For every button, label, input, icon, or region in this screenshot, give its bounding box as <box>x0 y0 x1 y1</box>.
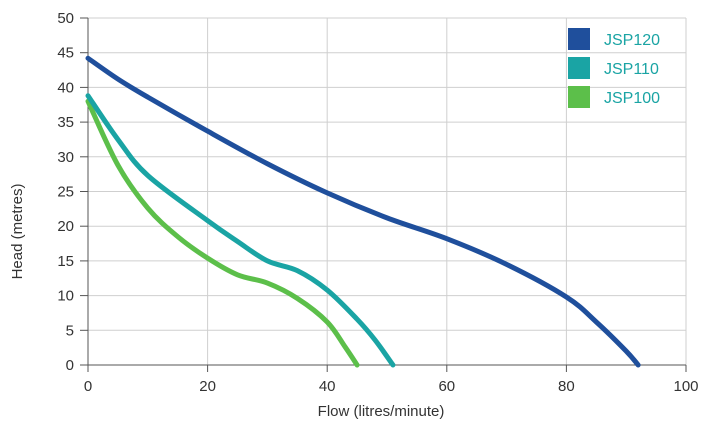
x-tick-label: 60 <box>438 378 455 395</box>
legend-swatch-jsp120 <box>568 28 590 50</box>
x-tick-label: 40 <box>319 378 336 395</box>
y-tick-label: 20 <box>57 218 74 235</box>
legend-label-jsp110: JSP110 <box>604 61 659 78</box>
chart-ticks: 0 5 10 15 20 25 30 35 40 45 50 0 20 40 60 80 100 <box>57 10 698 395</box>
legend-label-jsp120: JSP120 <box>604 32 660 49</box>
y-axis-label: Head (metres) <box>9 184 26 280</box>
series-line-jsp100 <box>85 98 360 368</box>
y-tick-label: 50 <box>57 10 74 27</box>
legend-label-jsp100: JSP100 <box>604 90 660 107</box>
legend-swatch-jsp100 <box>568 86 590 108</box>
series-line-jsp110 <box>85 93 396 368</box>
y-tick-label: 35 <box>57 114 74 131</box>
y-tick-label: 25 <box>57 184 74 201</box>
y-tick-label: 0 <box>66 357 74 374</box>
y-tick-label: 10 <box>57 288 74 305</box>
legend-swatch-jsp110 <box>568 57 590 79</box>
x-axis-label: Flow (litres/minute) <box>318 403 445 420</box>
y-tick-label: 40 <box>57 79 74 96</box>
chart-legend: JSP120 JSP110 JSP100 <box>568 28 660 108</box>
x-tick-label: 80 <box>558 378 575 395</box>
y-tick-label: 15 <box>57 253 74 270</box>
x-tick-label: 20 <box>199 378 216 395</box>
series-line-jsp120 <box>85 55 641 368</box>
chart-series <box>85 55 641 368</box>
x-tick-label: 100 <box>673 378 698 395</box>
x-tick-label: 0 <box>84 378 92 395</box>
chart-grid <box>80 17 687 372</box>
y-tick-label: 45 <box>57 45 74 62</box>
y-tick-label: 5 <box>66 322 74 339</box>
y-tick-label: 30 <box>57 149 74 166</box>
